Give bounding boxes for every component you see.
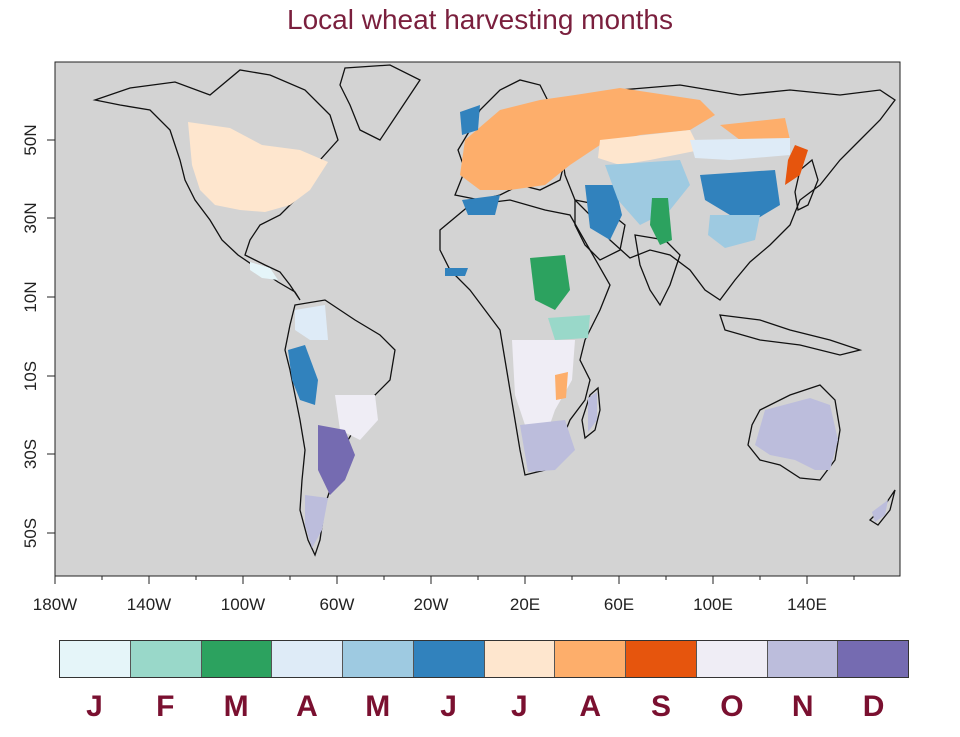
legend-month-label: F <box>156 690 175 723</box>
legend-swatch <box>555 641 626 677</box>
harvest-regions <box>188 88 888 548</box>
harvest-month-map: 180W 140W 100W 60W 20W 20E 60E 100E 140E… <box>21 61 901 614</box>
legend-swatch <box>484 641 556 677</box>
y-tick-label: 50S <box>21 518 40 548</box>
x-tick-label: 60W <box>320 595 355 614</box>
x-tick-label: 20W <box>414 595 449 614</box>
legend-swatch <box>201 641 273 677</box>
y-tick-label: 10N <box>21 281 40 312</box>
x-tick-label: 100W <box>221 595 265 614</box>
legend-swatch <box>272 641 343 677</box>
color-legend <box>59 640 909 678</box>
legend-month-label: A <box>579 690 602 723</box>
axis-ticks <box>47 139 855 584</box>
legend-swatch <box>413 641 485 677</box>
legend-month-label: N <box>791 690 814 723</box>
legend-swatch <box>343 641 414 677</box>
legend-month-label: J <box>511 690 528 723</box>
y-tick-label: 30N <box>21 202 40 233</box>
legend-month-label: J <box>86 690 103 723</box>
map-title: Local wheat harvesting months <box>287 4 673 35</box>
legend-swatch <box>696 641 768 677</box>
x-tick-label: 20E <box>510 595 540 614</box>
y-tick-labels: 50N 30N 10N 10S 30S 50S <box>21 124 40 548</box>
y-tick-label: 10S <box>21 361 40 391</box>
legend-month-label: A <box>296 690 318 723</box>
legend-month-label: S <box>651 690 672 723</box>
legend-month-label: M <box>223 690 249 723</box>
legend-swatch <box>626 641 697 677</box>
y-tick-label: 50N <box>21 124 40 155</box>
y-tick-label: 30S <box>21 439 40 469</box>
legend-swatch <box>130 641 202 677</box>
x-tick-label: 140E <box>787 595 827 614</box>
legend-month-label: M <box>365 690 391 723</box>
x-tick-label: 100E <box>693 595 733 614</box>
x-tick-label: 180W <box>33 595 77 614</box>
legend-swatch <box>60 641 131 677</box>
x-tick-label: 140W <box>127 595 171 614</box>
legend-month-label: D <box>862 690 885 723</box>
x-tick-labels: 180W 140W 100W 60W 20W 20E 60E 100E 140E <box>33 595 827 614</box>
legend-month-label: O <box>720 690 744 723</box>
legend-month-label: J <box>440 690 457 723</box>
x-tick-label: 60E <box>604 595 634 614</box>
legend-swatch <box>767 641 839 677</box>
legend-swatch <box>838 641 908 677</box>
